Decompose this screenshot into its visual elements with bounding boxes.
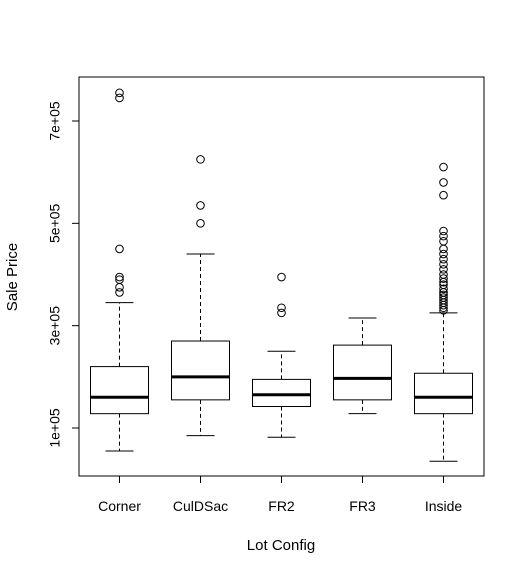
outlier-point bbox=[439, 270, 448, 279]
outlier-point bbox=[115, 88, 124, 98]
box-fr3 bbox=[333, 317, 392, 415]
outlier-point bbox=[115, 288, 124, 297]
box-corner bbox=[90, 88, 149, 452]
outlier-point bbox=[439, 265, 448, 274]
x-tick-label: Corner bbox=[98, 498, 141, 514]
iqr-box bbox=[252, 378, 311, 408]
outlier-point bbox=[196, 155, 205, 164]
y-tick-label: 5e+05 bbox=[47, 203, 63, 243]
y-axis-title: Sale Price bbox=[4, 243, 21, 311]
outlier-point bbox=[439, 274, 448, 283]
iqr-box bbox=[171, 340, 230, 401]
outlier-point bbox=[115, 282, 124, 292]
iqr-box bbox=[90, 366, 149, 415]
outlier-point bbox=[115, 93, 124, 103]
iqr-box bbox=[414, 372, 473, 415]
x-tick-label: CulDSac bbox=[173, 498, 228, 514]
outlier-point bbox=[439, 249, 448, 259]
y-axis: 1e+05 3e+05 5e+05 7e+05 bbox=[47, 101, 80, 448]
y-tick-label: 3e+05 bbox=[47, 306, 63, 346]
outlier-point bbox=[439, 190, 448, 200]
boxes-group bbox=[90, 88, 473, 462]
outlier-point bbox=[439, 178, 448, 187]
y-tick-label: 1e+05 bbox=[47, 408, 63, 448]
outlier-point bbox=[439, 236, 448, 246]
outlier-point bbox=[439, 284, 448, 294]
outlier-point bbox=[439, 244, 448, 254]
box-fr2 bbox=[252, 272, 311, 438]
box-inside bbox=[414, 162, 473, 462]
outlier-point bbox=[277, 308, 286, 318]
outlier-point bbox=[196, 201, 205, 210]
outlier-point bbox=[439, 293, 448, 302]
outlier-point bbox=[439, 226, 448, 236]
outlier-point bbox=[277, 272, 286, 282]
x-tick-label: Inside bbox=[425, 498, 463, 514]
x-axis-title: Lot Config bbox=[247, 537, 315, 554]
outlier-point bbox=[439, 280, 448, 290]
outlier-point bbox=[115, 275, 124, 284]
outlier-point bbox=[439, 254, 448, 264]
box-culdsac bbox=[171, 155, 230, 437]
y-tick-label: 7e+05 bbox=[47, 101, 63, 141]
x-tick-label: FR2 bbox=[268, 498, 295, 514]
outlier-point bbox=[439, 162, 448, 172]
outlier-point bbox=[439, 290, 448, 300]
outlier-point bbox=[439, 231, 448, 241]
x-tick-label: FR3 bbox=[349, 498, 376, 514]
outlier-point bbox=[439, 259, 448, 269]
outlier-point bbox=[115, 272, 124, 282]
outlier-point bbox=[115, 244, 124, 254]
outlier-point bbox=[196, 219, 205, 228]
iqr-box bbox=[333, 344, 392, 401]
x-axis: Corner CulDSac FR2 FR3 Inside bbox=[98, 475, 463, 514]
outlier-point bbox=[277, 303, 286, 313]
